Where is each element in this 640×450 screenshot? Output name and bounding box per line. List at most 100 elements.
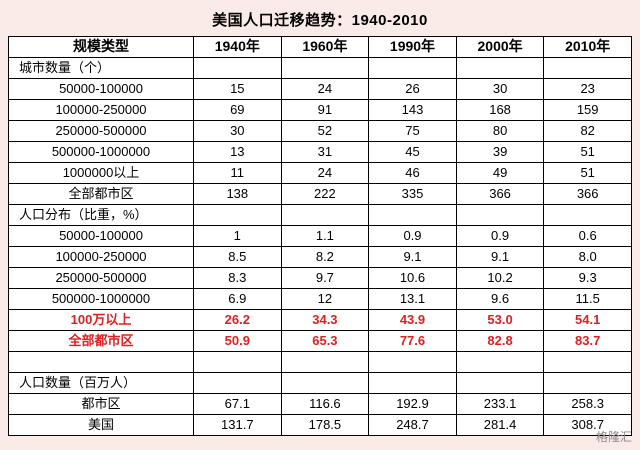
value-cell: 1 bbox=[193, 225, 282, 247]
value-cell: 9.3 bbox=[543, 267, 632, 289]
value-cell: 116.6 bbox=[280, 393, 370, 415]
table-row: 城市数量（个） bbox=[8, 57, 632, 79]
population-migration-table: 规模类型 1940年 1960年 1990年 2000年 2010年 城市数量（个） 500… bbox=[8, 36, 632, 436]
value-cell: 26.2 bbox=[193, 309, 282, 331]
row-label: 50000-100000 bbox=[8, 78, 194, 100]
value-cell: 34.3 bbox=[280, 309, 370, 331]
value-cell bbox=[455, 351, 545, 373]
value-cell: 9.1 bbox=[368, 246, 457, 268]
value-cell bbox=[280, 372, 370, 394]
value-cell: 9.7 bbox=[280, 267, 370, 289]
value-cell bbox=[455, 204, 545, 226]
value-cell: 138 bbox=[193, 183, 282, 205]
value-cell: 45 bbox=[368, 141, 457, 163]
table-row: 人口分布（比重，%） bbox=[8, 204, 632, 226]
value-cell: 69 bbox=[193, 99, 282, 121]
value-cell: 49 bbox=[455, 162, 545, 184]
value-cell: 308.7 bbox=[543, 414, 632, 436]
col-header-year: 1940年 bbox=[193, 36, 282, 58]
table-row: 100000-250000 69 91 143 168 159 bbox=[8, 99, 632, 121]
value-cell bbox=[368, 57, 457, 79]
value-cell: 6.9 bbox=[193, 288, 282, 310]
value-cell: 8.2 bbox=[280, 246, 370, 268]
watermark-text: 格隆汇 bbox=[595, 430, 632, 444]
table-row: 50000-100000 15 24 26 30 23 bbox=[8, 78, 632, 100]
value-cell: 0.6 bbox=[543, 225, 632, 247]
value-cell bbox=[543, 57, 632, 79]
row-label: 100万以上 bbox=[8, 309, 194, 331]
row-label: 500000-1000000 bbox=[8, 288, 194, 310]
value-cell: 8.0 bbox=[543, 246, 632, 268]
table-header: 规模类型 1940年 1960年 1990年 2000年 2010年 bbox=[8, 36, 632, 58]
row-label: 500000-1000000 bbox=[8, 141, 194, 163]
col-header-year: 1990年 bbox=[368, 36, 457, 58]
page-title: 美国人口迁移趋势：1940-2010 bbox=[212, 12, 428, 29]
value-cell bbox=[368, 351, 457, 373]
value-cell: 1.1 bbox=[280, 225, 370, 247]
value-cell: 258.3 bbox=[543, 393, 632, 415]
row-label: 100000-250000 bbox=[8, 246, 194, 268]
value-cell bbox=[193, 204, 282, 226]
table-row: 250000-500000 30 52 75 80 82 bbox=[8, 120, 632, 142]
header-row: 规模类型 1940年 1960年 1990年 2000年 2010年 bbox=[8, 36, 632, 58]
value-cell: 248.7 bbox=[368, 414, 457, 436]
value-cell: 67.1 bbox=[193, 393, 282, 415]
value-cell: 12 bbox=[280, 288, 370, 310]
value-cell: 80 bbox=[455, 120, 545, 142]
value-cell: 8.5 bbox=[193, 246, 282, 268]
value-cell bbox=[455, 372, 545, 394]
value-cell: 23 bbox=[543, 78, 632, 100]
table-row: 100000-250000 8.5 8.2 9.1 9.1 8.0 bbox=[8, 246, 632, 268]
value-cell: 65.3 bbox=[280, 330, 370, 352]
value-cell: 31 bbox=[280, 141, 370, 163]
value-cell: 10.6 bbox=[368, 267, 457, 289]
value-cell: 13 bbox=[193, 141, 282, 163]
row-label: 人口分布（比重，%） bbox=[8, 204, 194, 226]
col-header-year: 2010年 bbox=[543, 36, 632, 58]
value-cell: 0.9 bbox=[368, 225, 457, 247]
table-row: 全部都市区 50.9 65.3 77.6 82.8 83.7 bbox=[8, 330, 632, 352]
value-cell: 11 bbox=[193, 162, 282, 184]
value-cell bbox=[543, 372, 632, 394]
value-cell bbox=[280, 351, 370, 373]
value-cell: 15 bbox=[193, 78, 282, 100]
row-label: 50000-100000 bbox=[8, 225, 194, 247]
value-cell bbox=[193, 351, 282, 373]
value-cell: 30 bbox=[455, 78, 545, 100]
value-cell: 43.9 bbox=[368, 309, 457, 331]
value-cell: 39 bbox=[455, 141, 545, 163]
value-cell: 281.4 bbox=[455, 414, 545, 436]
table-row: 500000-1000000 13 31 45 39 51 bbox=[8, 141, 632, 163]
row-label: 全部都市区 bbox=[8, 330, 194, 352]
value-cell: 366 bbox=[455, 183, 545, 205]
value-cell: 11.5 bbox=[543, 288, 632, 310]
value-cell: 8.3 bbox=[193, 267, 282, 289]
table-row: 1000000以上 11 24 46 49 51 bbox=[8, 162, 632, 184]
value-cell: 335 bbox=[368, 183, 457, 205]
value-cell: 9.6 bbox=[455, 288, 545, 310]
value-cell: 83.7 bbox=[543, 330, 632, 352]
value-cell: 82.8 bbox=[455, 330, 545, 352]
value-cell: 143 bbox=[368, 99, 457, 121]
value-cell: 53.0 bbox=[455, 309, 545, 331]
row-label: 100000-250000 bbox=[8, 99, 194, 121]
value-cell: 159 bbox=[543, 99, 632, 121]
table-row: 都市区 67.1 116.6 192.9 233.1 258.3 bbox=[8, 393, 632, 415]
value-cell: 10.2 bbox=[455, 267, 545, 289]
value-cell: 26 bbox=[368, 78, 457, 100]
value-cell: 222 bbox=[280, 183, 370, 205]
value-cell: 233.1 bbox=[455, 393, 545, 415]
value-cell: 46 bbox=[368, 162, 457, 184]
value-cell bbox=[543, 351, 632, 373]
row-label bbox=[8, 351, 194, 373]
row-label: 人口数量（百万人） bbox=[8, 372, 194, 394]
col-header-year: 2000年 bbox=[455, 36, 545, 58]
row-label: 250000-500000 bbox=[8, 267, 194, 289]
value-cell: 24 bbox=[280, 78, 370, 100]
value-cell: 50.9 bbox=[193, 330, 282, 352]
value-cell: 91 bbox=[280, 99, 370, 121]
value-cell bbox=[280, 57, 370, 79]
value-cell: 168 bbox=[455, 99, 545, 121]
value-cell: 178.5 bbox=[280, 414, 370, 436]
value-cell: 51 bbox=[543, 141, 632, 163]
